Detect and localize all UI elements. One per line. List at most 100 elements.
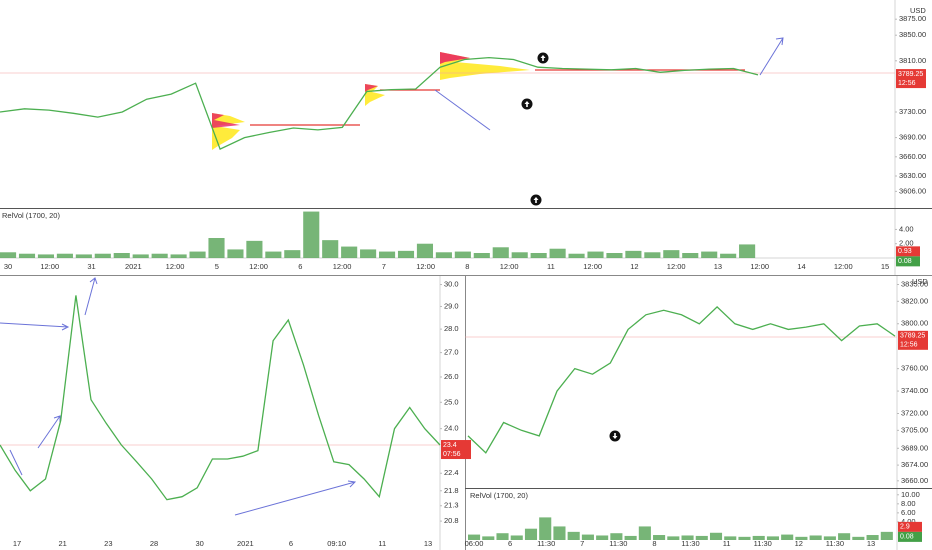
- x-tick-label: 14: [797, 262, 805, 271]
- volume-bar: [397, 250, 415, 258]
- trend-arrow: [0, 322, 70, 331]
- volume-bar: [781, 534, 794, 540]
- volume-bar: [739, 244, 756, 258]
- y-tick-label: 4.00: [901, 517, 916, 526]
- volume-bar: [322, 240, 339, 258]
- x-tick-label: 11:30: [826, 539, 844, 548]
- volume-bar: [227, 249, 244, 258]
- volume-bar: [709, 532, 723, 540]
- y-tick-label: 3606.00: [899, 186, 926, 195]
- volume-bar: [113, 253, 130, 258]
- volume-bar: [524, 528, 538, 540]
- price-line: [0, 56, 759, 150]
- y-tick-label: 2.00: [899, 239, 914, 248]
- x-tick-label: 13: [714, 262, 722, 271]
- volume-bar: [468, 534, 481, 540]
- x-tick-label: 12: [795, 539, 803, 548]
- x-tick-label: 17: [13, 539, 21, 548]
- volume-bar: [56, 253, 73, 258]
- volume-bar: [610, 533, 623, 540]
- x-tick-label: 11: [378, 539, 386, 548]
- x-tick-label: 13: [424, 539, 432, 548]
- x-tick-label: 11:30: [609, 539, 627, 548]
- trend-arrow: [234, 480, 357, 516]
- y-tick-label: 3810.00: [899, 56, 926, 65]
- y-tick-label: 3760.00: [901, 364, 928, 373]
- volume-bar: [246, 240, 263, 258]
- last-price: 3789.25: [900, 333, 925, 340]
- volume-profile: [440, 52, 470, 64]
- last-value: 0.08: [900, 534, 914, 541]
- y-tick-label: 21.3: [444, 501, 459, 510]
- y-tick-label: 30.0: [444, 280, 459, 289]
- last-value-box: [896, 256, 920, 267]
- x-tick-label: 2021: [237, 539, 254, 548]
- volume-bar: [567, 531, 580, 540]
- volume-bar: [482, 536, 495, 540]
- x-tick-label: 12:00: [40, 262, 59, 271]
- x-tick-label: 8: [652, 539, 656, 548]
- volume-bar: [720, 253, 737, 258]
- volume-bar: [151, 253, 168, 258]
- x-tick-label: 8: [465, 262, 469, 271]
- volume-bar: [587, 251, 604, 258]
- y-tick-label: 3730.00: [899, 107, 926, 116]
- signal-icons: [521, 52, 621, 442]
- volume-bar: [663, 250, 680, 258]
- x-tick-label: 2021: [125, 262, 142, 271]
- axis-unit: USD: [912, 277, 928, 286]
- x-tick-label: 6: [508, 539, 512, 548]
- last-price-box: [896, 69, 926, 89]
- volume-bar: [809, 535, 822, 540]
- x-tick-label: 12:00: [750, 262, 769, 271]
- volume-profile: [212, 113, 240, 128]
- trend-arrow: [9, 449, 23, 476]
- y-tick-label: 3689.00: [901, 443, 928, 452]
- x-tick-label: 11: [723, 539, 731, 548]
- y-tick-label: 3674.00: [901, 460, 928, 469]
- x-tick-label: 12:00: [166, 262, 185, 271]
- volume-bar: [624, 535, 637, 540]
- y-tick-label: 21.8: [444, 486, 459, 495]
- volume-bar: [435, 252, 452, 258]
- trend-arrow: [434, 89, 491, 131]
- volume-bar: [553, 526, 566, 540]
- volume-bar: [695, 535, 708, 540]
- volume-bar: [549, 248, 566, 258]
- volume-bar: [644, 252, 661, 258]
- last-value-box: [898, 531, 922, 542]
- x-tick-label: 6: [298, 262, 302, 271]
- volume-bar: [596, 535, 609, 540]
- y-tick-label: 3835.00: [901, 279, 928, 288]
- y-tick-label: 3705.00: [901, 425, 928, 434]
- volume-bar: [568, 253, 585, 258]
- volume-bar: [510, 535, 523, 540]
- x-tick-label: 5: [215, 262, 219, 271]
- volume-bar: [838, 533, 851, 540]
- decorations: [0, 37, 897, 516]
- price-line: [467, 306, 896, 454]
- drawing-arrows: [0, 37, 784, 516]
- volume-bar: [667, 536, 680, 540]
- volume-bar: [208, 238, 225, 258]
- volume-bar: [189, 251, 206, 258]
- volume-bar: [303, 211, 320, 258]
- x-tick-label: 11:30: [754, 539, 772, 548]
- y-tick-label: 3875.00: [899, 14, 926, 23]
- x-tick-label: 30: [4, 262, 12, 271]
- x-tick-label: 30: [195, 539, 203, 548]
- volume-bar: [823, 536, 836, 540]
- y-tick-label: 3630.00: [899, 171, 926, 180]
- x-tick-label: 12: [630, 262, 638, 271]
- countdown: 12:56: [900, 342, 918, 349]
- y-tick-label: 3820.00: [901, 296, 928, 305]
- volume-bar: [866, 535, 879, 540]
- trend-arrow: [84, 277, 98, 316]
- y-tick-label: 3740.00: [901, 386, 928, 395]
- y-tick-label: 4.00: [899, 224, 914, 233]
- volume-bar: [94, 253, 111, 258]
- x-tick-label: 12:00: [667, 262, 686, 271]
- volume-bar: [511, 252, 528, 258]
